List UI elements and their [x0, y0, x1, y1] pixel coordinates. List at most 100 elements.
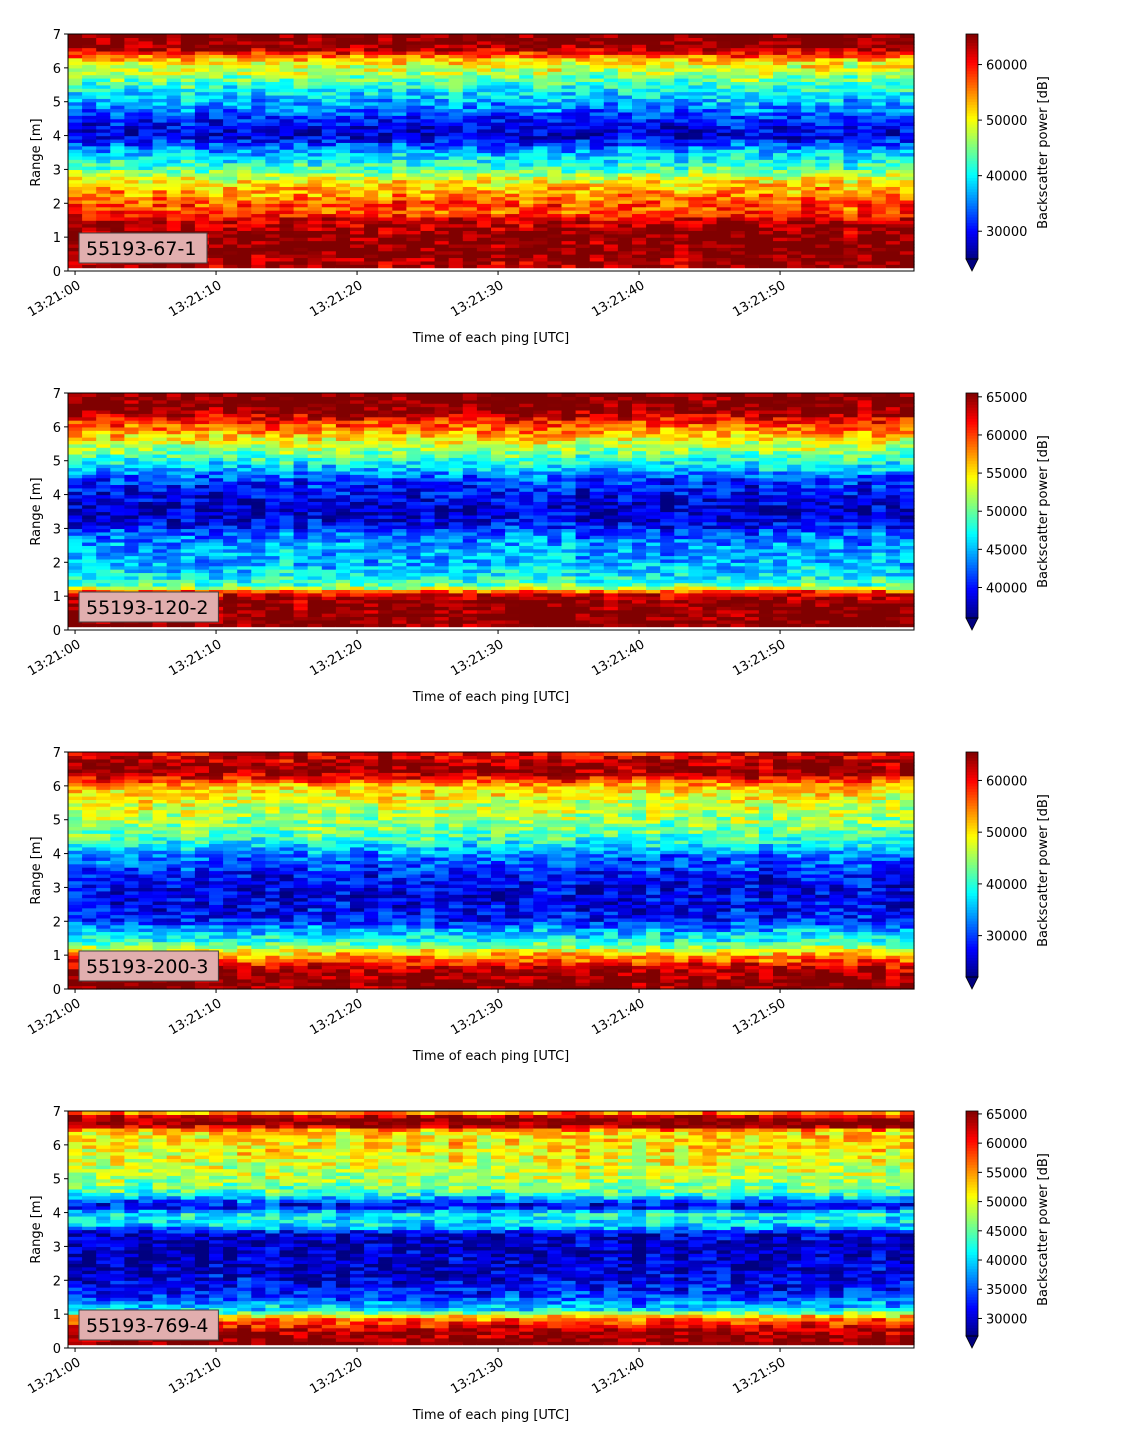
- y-tick-label: 4: [53, 130, 61, 145]
- heatmap-cell: [96, 50, 111, 55]
- heatmap-cell: [406, 206, 422, 211]
- heatmap-cell: [406, 159, 422, 164]
- heatmap-cell: [448, 196, 464, 201]
- heatmap-cell: [68, 220, 83, 225]
- heatmap-cell: [293, 203, 309, 208]
- heatmap-cell: [448, 237, 464, 242]
- heatmap-cell: [223, 54, 238, 59]
- heatmap-cell: [279, 101, 295, 106]
- heatmap-cell: [68, 50, 83, 55]
- heatmap-cell: [68, 105, 83, 110]
- heatmap-cell: [378, 149, 393, 154]
- heatmap-cell: [335, 88, 351, 93]
- heatmap-cell: [434, 179, 450, 184]
- heatmap-cell: [265, 166, 281, 171]
- heatmap-cell: [350, 260, 365, 265]
- heatmap-cell: [166, 142, 182, 147]
- heatmap-cell: [82, 159, 97, 164]
- heatmap-cell: [152, 132, 168, 137]
- heatmap-cell: [265, 138, 281, 143]
- heatmap-cell: [110, 61, 125, 66]
- heatmap-cell: [110, 64, 125, 69]
- heatmap-cell: [392, 240, 407, 245]
- heatmap-cell: [237, 145, 252, 150]
- heatmap-cell: [124, 203, 140, 208]
- heatmap-cell: [321, 220, 337, 225]
- heatmap-cell: [448, 149, 464, 154]
- heatmap-cell: [265, 149, 281, 154]
- heatmap-cell: [223, 145, 238, 150]
- heatmap-cell: [110, 203, 125, 208]
- heatmap-cell: [335, 40, 351, 45]
- heatmap-cell: [335, 54, 351, 59]
- heatmap-cell: [307, 40, 323, 45]
- heatmap-cell: [110, 220, 125, 225]
- heatmap-cell: [265, 260, 281, 265]
- heatmap-cell: [68, 122, 83, 127]
- heatmap-cell: [462, 84, 478, 89]
- heatmap-cell: [350, 216, 365, 221]
- heatmap-cell: [209, 233, 224, 238]
- heatmap-cell: [265, 233, 281, 238]
- heatmap-cell: [265, 216, 281, 221]
- heatmap-cell: [194, 193, 210, 198]
- heatmap-cell: [110, 132, 125, 137]
- heatmap-cell: [223, 166, 238, 171]
- heatmap-cell: [462, 37, 478, 42]
- heatmap-cell: [265, 203, 281, 208]
- heatmap-cell: [180, 159, 196, 164]
- heatmap-cell: [350, 88, 365, 93]
- heatmap-cell: [265, 186, 281, 191]
- heatmap-cell: [364, 247, 379, 252]
- heatmap-cell: [251, 78, 266, 82]
- heatmap-cell: [406, 128, 422, 133]
- heatmap-cell: [96, 101, 111, 106]
- heatmap-cell: [110, 267, 125, 272]
- heatmap-cell: [96, 115, 111, 120]
- heatmap-cell: [82, 78, 97, 82]
- heatmap-cell: [96, 67, 111, 72]
- heatmap-cell: [223, 257, 238, 262]
- heatmap-cell: [279, 118, 295, 123]
- heatmap-cell: [406, 54, 422, 59]
- heatmap-cell: [335, 118, 351, 123]
- heatmap-cell: [138, 176, 154, 181]
- heatmap-cell: [209, 132, 224, 137]
- heatmap-cell: [406, 50, 422, 55]
- heatmap-cell: [392, 260, 407, 265]
- heatmap-cell: [180, 98, 196, 103]
- heatmap-cell: [209, 243, 224, 248]
- heatmap-cell: [209, 169, 224, 174]
- heatmap-cell: [434, 250, 450, 255]
- heatmap-cell: [448, 267, 464, 272]
- heatmap-cell: [462, 105, 478, 110]
- heatmap-cell: [96, 108, 111, 113]
- x-tick-label: 13:21:20: [307, 278, 365, 320]
- heatmap-cell: [124, 152, 140, 157]
- heatmap-cell: [110, 179, 125, 184]
- heatmap-cell: [251, 189, 266, 194]
- heatmap-cell: [293, 50, 309, 55]
- heatmap-cell: [406, 152, 422, 157]
- heatmap-cell: [519, 34, 534, 38]
- heatmap-cell: [251, 193, 266, 198]
- heatmap-cell: [209, 206, 224, 211]
- heatmap-cell: [434, 260, 450, 265]
- heatmap-cell: [364, 149, 379, 154]
- heatmap-cell: [110, 193, 125, 198]
- heatmap-cell: [68, 47, 83, 52]
- heatmap-cell: [335, 101, 351, 106]
- heatmap-cell: [152, 54, 168, 59]
- heatmap-cell: [364, 250, 379, 255]
- heatmap-cell: [209, 155, 224, 160]
- heatmap-cell: [448, 189, 464, 194]
- heatmap-cell: [575, 34, 591, 38]
- heatmap-cell: [307, 78, 323, 82]
- heatmap-cell: [406, 260, 422, 265]
- heatmap-cell: [194, 132, 210, 137]
- x-tick-label: 13:21:50: [730, 278, 788, 320]
- heatmap-cell: [462, 54, 478, 59]
- heatmap-cell: [335, 240, 351, 245]
- heatmap-cell: [293, 169, 309, 174]
- heatmap-cell: [448, 78, 464, 82]
